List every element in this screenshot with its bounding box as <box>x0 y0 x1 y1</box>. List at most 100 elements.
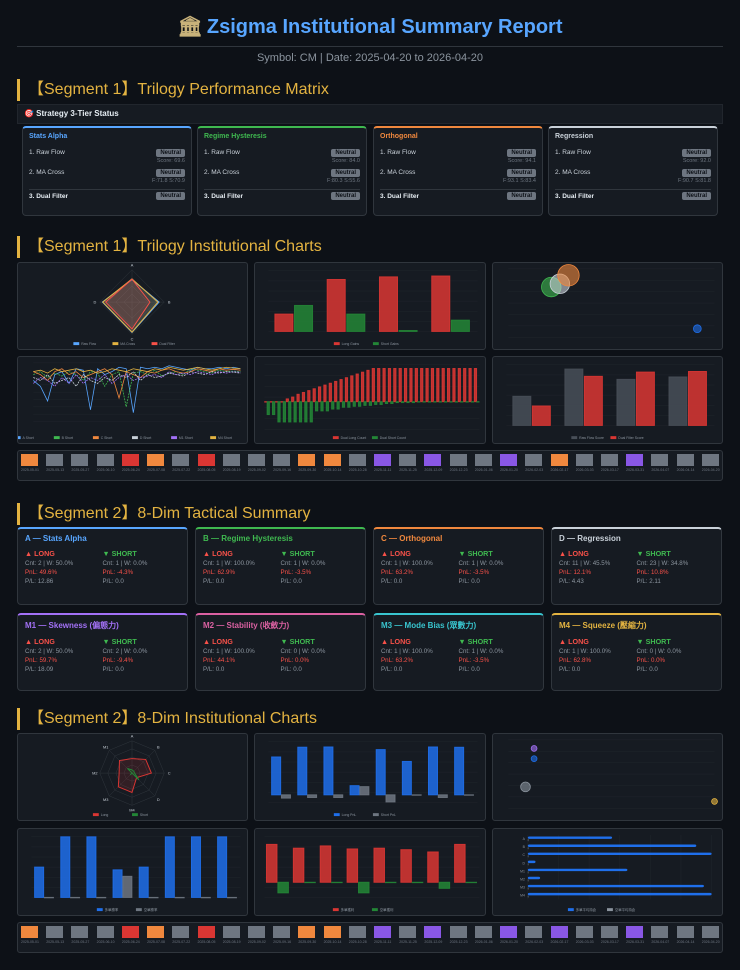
row-label: 3. Dual Filter <box>555 192 595 200</box>
row-label: 2. MA Cross <box>29 169 65 176</box>
bar-t_bar2 <box>468 368 472 403</box>
signal-swatch <box>121 926 139 938</box>
legend-label: 空單平均持倉 <box>615 907 636 912</box>
bar-t_bar <box>346 313 366 332</box>
legend-label: Short <box>140 813 148 817</box>
bar-s2_bar <box>323 746 334 796</box>
dim-name: M4 — Squeeze (壓縮力) <box>559 621 647 630</box>
radar-series-short <box>127 768 140 781</box>
radar-axis <box>131 750 155 774</box>
bar-t_bar2 <box>323 384 327 403</box>
radar-axis-label: M2 <box>92 771 97 776</box>
bar-t_bar2 <box>363 401 367 406</box>
long-count: Cnt: 1 | W: 100.0% <box>381 560 433 567</box>
swatch-date: 2025-12-09 <box>424 468 443 472</box>
signal-swatch <box>172 454 190 466</box>
dim-card: B — Regime Hysteresis ▲ LONG Cnt: 1 | W: 1… <box>195 527 366 605</box>
trilogy-signal-timeline: 2025-05-01 2025-05-13 2025-05-27 2025-06-10… <box>17 450 723 481</box>
swatch-date: 2026-04-20 <box>701 468 720 472</box>
long-label: ▲ LONG <box>203 637 233 646</box>
signal-swatch <box>298 926 316 938</box>
long-label: ▲ LONG <box>559 637 589 646</box>
long-pl: P/L: 0.0 <box>381 578 403 585</box>
swatch-date: 2026-04-14 <box>676 940 695 944</box>
radar-series-dual-filter <box>104 278 151 330</box>
trilogy-score-bar-chart: Raw Flow Score Dual Filter Score <box>492 356 723 444</box>
bar-t_bar2 <box>473 368 478 403</box>
signal-swatch <box>474 926 492 938</box>
long-pnl: PnL: 63.2% <box>381 657 413 664</box>
line-series <box>33 371 241 387</box>
bar-s2_bar3 <box>438 881 451 889</box>
status-badge: Neutral <box>507 192 536 200</box>
bank-icon: 🏛 <box>177 16 203 38</box>
legend-label: C Short <box>101 436 113 440</box>
legend-swatch <box>571 436 578 440</box>
bar-s2_bar3 <box>373 847 385 883</box>
radar-axis-label: B <box>157 744 160 749</box>
bar-t_bar2 <box>430 368 435 403</box>
bar-t_bar2 <box>350 375 354 403</box>
dim-name: A — Stats Alpha <box>25 534 87 543</box>
signal-swatch <box>500 454 518 466</box>
long-count: Cnt: 2 | W: 50.0% <box>25 560 74 567</box>
swatch-date: 2025-12-09 <box>424 940 443 944</box>
bar-t_bar2 <box>293 401 297 423</box>
swatch-date: 2026-01-06 <box>474 468 493 472</box>
report-title-text: Zsigma Institutional Summary Report <box>206 16 563 38</box>
radar-axis-label: D <box>93 300 96 305</box>
bar-t_bar2 <box>409 368 413 403</box>
dim-card: M4 — Squeeze (壓縮力) ▲ LONG Cnt: 1 | W: 100.… <box>551 613 722 691</box>
bar-t_bar2 <box>379 401 383 405</box>
bar-t_bar3 <box>564 368 584 426</box>
signal-swatch <box>701 926 719 938</box>
legend-swatch <box>371 908 378 912</box>
short-pl: P/L: 0.0 <box>102 578 124 585</box>
swatch-date: 2025-09-30 <box>298 468 317 472</box>
bar-t_bar2 <box>341 401 346 408</box>
swatch-date: 2025-12-23 <box>449 940 468 944</box>
legend-label: 空單勝率 <box>144 907 158 912</box>
row-label: 1. Raw Flow <box>380 149 416 156</box>
signal-swatch <box>525 454 543 466</box>
signal-swatch <box>247 926 265 938</box>
bar-t_bar2 <box>355 373 359 403</box>
long-count: Cnt: 11 | W: 45.5% <box>559 560 611 567</box>
bar-t_bar2 <box>463 368 467 403</box>
swatch-date: 2026-03-03 <box>575 468 594 472</box>
swatch-date: 2026-03-03 <box>575 940 594 944</box>
trilogy-bubble-chart <box>492 262 723 350</box>
short-label: ▼ SHORT <box>102 549 137 558</box>
legend-label: Long Gains <box>342 342 360 346</box>
swatch-date: 2026-02-03 <box>525 940 544 944</box>
dim-name: C — Orthogonal <box>381 534 443 543</box>
bar-t_bar2 <box>377 368 381 403</box>
scatter-point <box>711 798 718 805</box>
status-badge: Neutral <box>507 168 536 177</box>
swatch-date: 2026-04-07 <box>651 940 670 944</box>
segment2-charts-heading: 【Segment 2】8-Dim Institutional Charts <box>17 708 317 730</box>
swatch-date: 2025-09-02 <box>247 940 266 944</box>
bar-s2_bar <box>427 746 438 796</box>
swatch-date: 2026-04-07 <box>651 468 670 472</box>
bar-t_bar3 <box>512 395 532 426</box>
swatch-date: 2025-07-22 <box>172 940 191 944</box>
bar-s2_bar <box>375 749 386 796</box>
radar-axis-label: M4 <box>129 808 135 813</box>
radar-axis-label: C <box>168 771 171 776</box>
bar-t_bar3 <box>583 375 603 426</box>
swatch-date: 2025-12-23 <box>449 468 468 472</box>
signal-swatch <box>474 454 492 466</box>
bar-s2_bar2 <box>112 869 123 898</box>
legend-swatch <box>53 436 60 440</box>
bar-s2_bar <box>307 794 318 798</box>
swatch-date: 2025-06-10 <box>96 468 115 472</box>
bar-t_bar <box>274 313 294 332</box>
radar-axis-label: M1 <box>103 744 108 749</box>
legend-swatch <box>112 342 119 346</box>
bar-s2_bar2 <box>60 836 71 898</box>
bar-s2_bar2 <box>138 866 149 898</box>
bar-s2_bar <box>333 794 344 798</box>
short-pl: P/L: 0.0 <box>280 666 302 673</box>
hbar-category-label: M2 <box>520 877 525 881</box>
